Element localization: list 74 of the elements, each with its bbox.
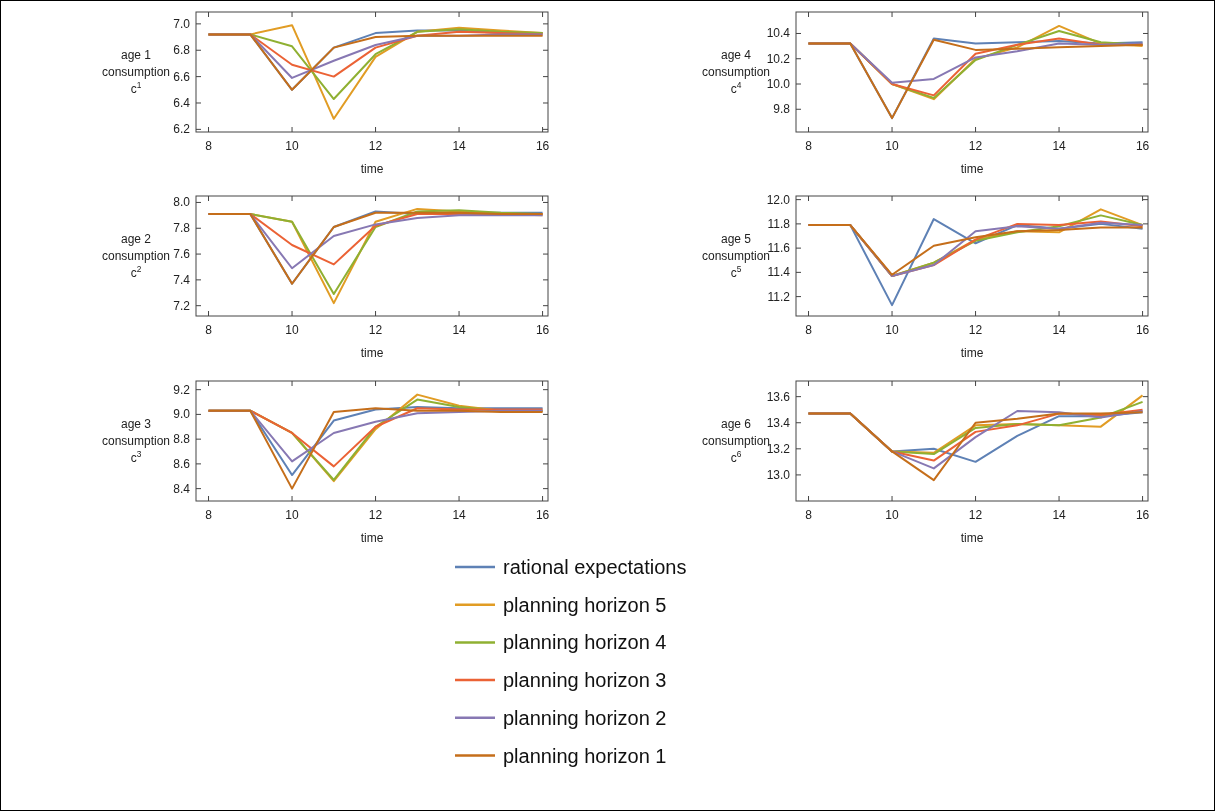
line-series [807,411,1144,482]
x-tick-label: 10 [285,323,300,337]
y-tick-label: 7.6 [173,247,191,262]
legend-label: rational expectations [503,556,687,578]
y-tick-label: 6.8 [173,43,191,58]
x-tick-label: 10 [285,508,300,522]
x-tick-label: 16 [1135,323,1150,337]
x-tick-label: 16 [535,508,550,522]
x-tick-label: 8 [205,508,213,522]
legend-label: planning horizon 2 [503,706,667,729]
y-axis-title: age 2 consumption c$^{2}$ [101,232,171,280]
legend-label: planning horizon 1 [503,744,667,767]
x-tick-label: 14 [452,139,467,153]
y-tick-label: 8.0 [173,195,191,210]
y-tick-label: 7.8 [173,221,191,236]
x-tick-label: 10 [285,139,300,153]
x-axis-title: time [360,531,384,545]
x-axis-title: time [360,162,384,176]
y-tick-label: 13.4 [766,415,791,430]
y-tick-label: 13.0 [766,467,791,482]
x-tick-label: 16 [535,323,550,337]
x-tick-label: 8 [805,323,813,337]
x-axis-title: time [960,162,984,176]
y-axis-title: age 1 consumption c$^{1}$ [101,48,171,96]
y-tick-label: 7.0 [173,16,191,31]
y-tick-label: 9.2 [173,382,191,397]
y-tick-label: 7.2 [173,298,191,313]
x-axis-title: time [960,346,984,360]
line-series [207,407,544,490]
y-tick-label: 11.4 [767,265,791,280]
x-tick-label: 12 [368,139,383,153]
y-tick-label: 6.2 [173,122,191,137]
y-tick-label: 11.2 [767,289,791,304]
y-tick-label: 6.4 [173,95,191,110]
y-tick-label: 10.0 [766,77,791,91]
y-tick-label: 10.4 [766,26,791,41]
x-axis-title: time [960,531,984,545]
x-tick-label: 12 [368,508,383,522]
x-tick-label: 14 [452,508,467,522]
y-tick-label: 13.2 [766,441,791,456]
y-tick-label: 11.8 [767,216,791,231]
y-tick-label: 8.4 [173,481,191,496]
y-tick-label: 9.0 [173,407,191,422]
y-tick-label: 10.2 [766,51,791,66]
x-tick-label: 16 [1135,139,1150,153]
x-tick-label: 10 [885,323,900,337]
x-tick-label: 8 [805,508,813,522]
x-tick-label: 8 [205,323,213,337]
x-tick-label: 12 [368,323,383,337]
legend-label: planning horizon 4 [503,631,667,654]
x-tick-label: 10 [885,139,900,153]
x-tick-label: 14 [1052,323,1067,337]
y-axis-title: age 3 consumption c$^{3}$ [101,417,171,465]
y-tick-label: 7.4 [173,272,191,287]
x-tick-label: 14 [1052,508,1067,522]
x-tick-label: 10 [885,508,900,522]
legend-label: planning horizon 3 [503,669,667,692]
x-tick-label: 16 [1135,508,1150,522]
y-tick-label: 8.8 [173,432,191,447]
y-tick-label: 13.6 [766,389,791,404]
x-tick-label: 12 [968,323,983,337]
legend-label: planning horizon 5 [503,593,667,616]
y-tick-label: 12.0 [766,192,791,207]
x-tick-label: 14 [452,323,467,337]
x-tick-label: 12 [968,508,983,522]
x-tick-label: 8 [805,139,813,153]
y-tick-label: 6.6 [173,69,191,84]
x-axis-title: time [360,346,384,360]
x-tick-label: 12 [968,139,983,153]
x-tick-label: 8 [205,139,213,153]
x-tick-label: 14 [1052,139,1067,153]
y-tick-label: 9.8 [773,102,791,117]
y-tick-label: 8.6 [173,456,191,471]
x-tick-label: 16 [535,139,550,153]
